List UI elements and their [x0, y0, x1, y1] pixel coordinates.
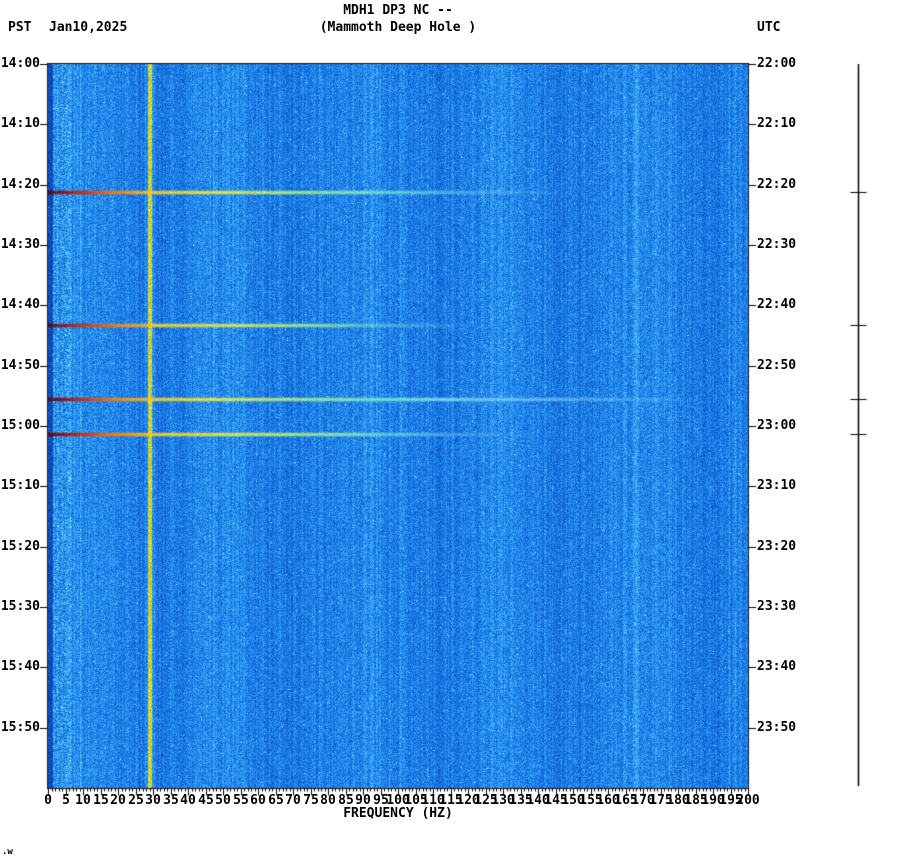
freq-tick-label: 35	[163, 793, 179, 808]
freq-tick-label: 25	[128, 793, 144, 808]
right-time-label: 23:50	[757, 720, 797, 735]
left-time-label: 15:40	[0, 659, 40, 674]
left-time-label: 14:10	[0, 116, 40, 131]
freq-tick-label: 140	[526, 793, 550, 808]
freq-tick-label: 40	[180, 793, 196, 808]
freq-tick-label: 115	[439, 793, 463, 808]
freq-tick-label: 125	[474, 793, 498, 808]
freq-tick-label: 105	[404, 793, 428, 808]
freq-tick-label: 200	[736, 793, 760, 808]
right-time-label: 22:10	[757, 116, 797, 131]
freq-tick-label: 50	[215, 793, 231, 808]
freq-tick-label: 135	[509, 793, 533, 808]
freq-tick-label: 175	[649, 793, 673, 808]
left-time-label: 15:00	[0, 418, 40, 433]
freq-tick-label: 180	[666, 793, 690, 808]
freq-tick-label: 145	[544, 793, 568, 808]
freq-tick-label: 20	[110, 793, 126, 808]
freq-tick-label: 45	[198, 793, 214, 808]
freq-tick-label: 165	[614, 793, 638, 808]
left-time-label: 15:20	[0, 539, 40, 554]
freq-tick-label: 10	[75, 793, 91, 808]
freq-tick-label: 120	[456, 793, 480, 808]
left-time-label: 14:20	[0, 177, 40, 192]
right-time-label: 23:40	[757, 659, 797, 674]
freq-tick-label: 100	[386, 793, 410, 808]
freq-tick-label: 70	[285, 793, 301, 808]
freq-tick-label: 55	[233, 793, 249, 808]
x-axis-label: FREQUENCY (HZ)	[343, 806, 453, 821]
right-time-label: 23:00	[757, 418, 797, 433]
left-time-label: 14:30	[0, 237, 40, 252]
freq-tick-label: 85	[338, 793, 354, 808]
freq-tick-label: 190	[701, 793, 725, 808]
freq-tick-label: 90	[355, 793, 371, 808]
freq-tick-label: 30	[145, 793, 161, 808]
corner-mark: .w	[2, 847, 13, 857]
right-time-label: 23:30	[757, 599, 797, 614]
right-time-label: 22:50	[757, 358, 797, 373]
freq-tick-label: 195	[719, 793, 743, 808]
freq-tick-label: 170	[631, 793, 655, 808]
freq-tick-label: 5	[62, 793, 70, 808]
left-time-label: 14:40	[0, 297, 40, 312]
right-time-label: 23:20	[757, 539, 797, 554]
right-time-label: 22:30	[757, 237, 797, 252]
freq-tick-label: 185	[684, 793, 708, 808]
right-time-label: 22:20	[757, 177, 797, 192]
left-time-label: 15:30	[0, 599, 40, 614]
freq-tick-label: 95	[373, 793, 389, 808]
freq-tick-label: 110	[421, 793, 445, 808]
freq-tick-label: 60	[250, 793, 266, 808]
freq-tick-label: 155	[579, 793, 603, 808]
left-time-label: 14:50	[0, 358, 40, 373]
freq-tick-label: 65	[268, 793, 284, 808]
right-time-label: 22:00	[757, 56, 797, 71]
freq-tick-label: 0	[44, 793, 52, 808]
right-time-label: 23:10	[757, 478, 797, 493]
freq-tick-label: 130	[491, 793, 515, 808]
freq-tick-label: 75	[303, 793, 319, 808]
freq-tick-label: 160	[596, 793, 620, 808]
freq-tick-label: 150	[561, 793, 585, 808]
left-time-label: 15:50	[0, 720, 40, 735]
left-time-label: 14:00	[0, 56, 40, 71]
freq-tick-label: 80	[320, 793, 336, 808]
right-time-label: 22:40	[757, 297, 797, 312]
freq-tick-label: 15	[93, 793, 109, 808]
left-time-label: 15:10	[0, 478, 40, 493]
